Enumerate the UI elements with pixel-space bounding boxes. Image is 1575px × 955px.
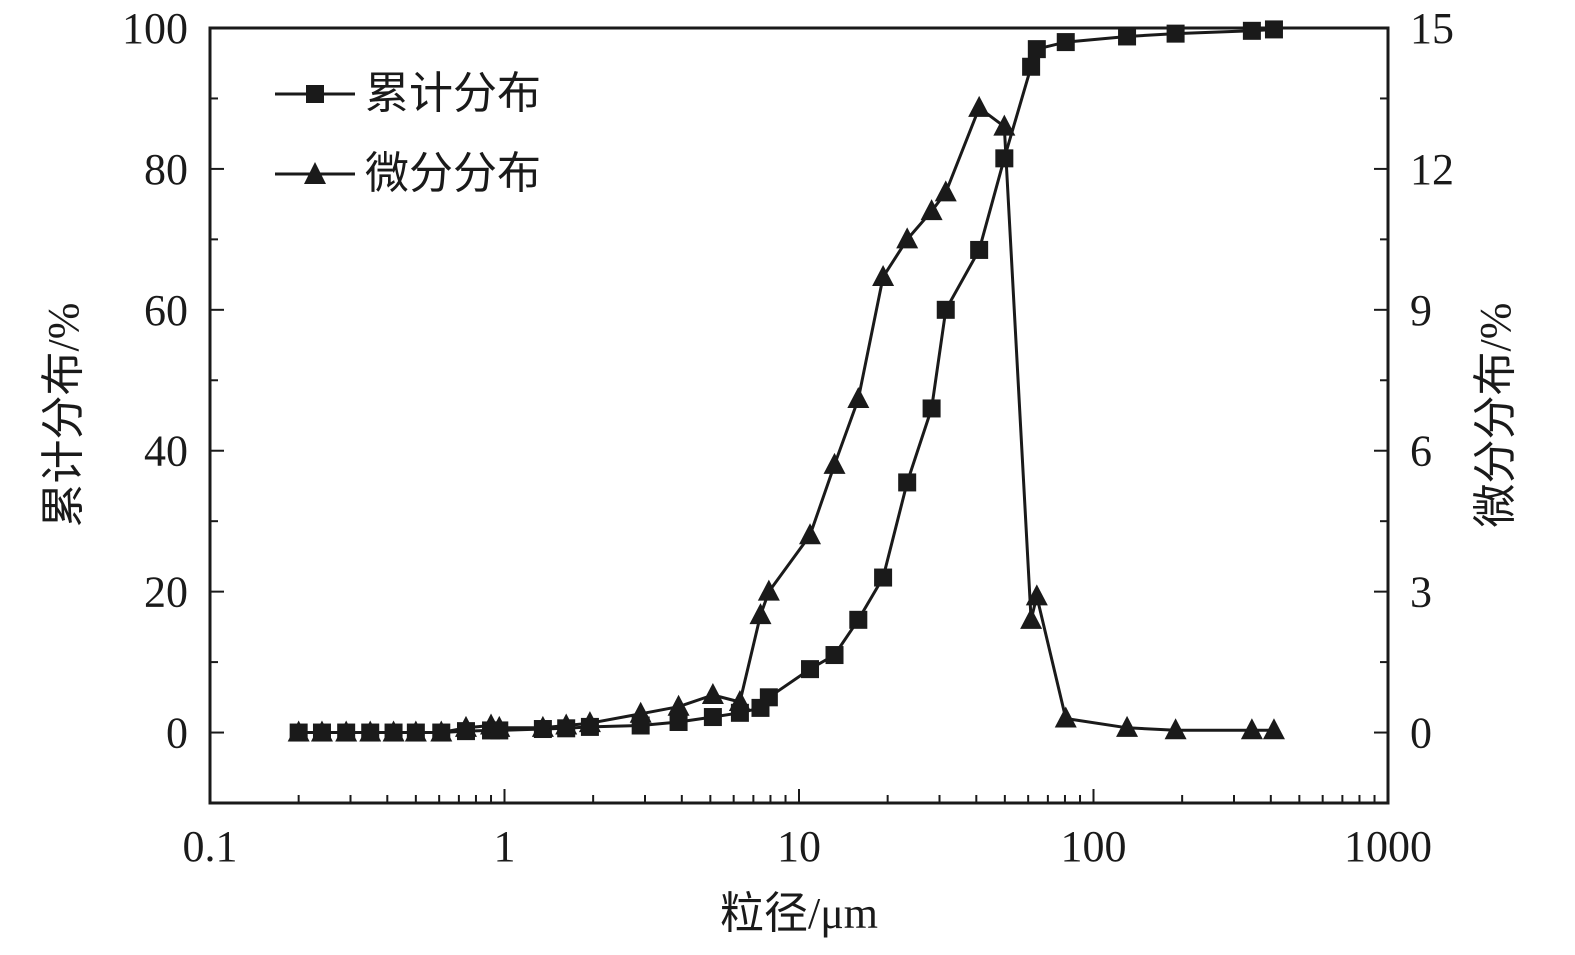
- data-point-cumulative: [874, 568, 893, 587]
- data-point-differential: [968, 95, 991, 117]
- data-point-cumulative: [825, 646, 844, 665]
- data-point-differential: [310, 720, 333, 742]
- y-tick-label: 60: [144, 286, 188, 335]
- data-point-differential: [1025, 584, 1048, 606]
- data-point-differential: [1262, 718, 1285, 740]
- plot-frame: [208, 26, 1390, 805]
- data-point-cumulative: [970, 240, 989, 259]
- y2-tick-label: 3: [1410, 568, 1432, 617]
- legend-label-differential: 微分分布: [365, 149, 541, 198]
- data-point-cumulative: [922, 399, 941, 418]
- legend-label-cumulative: 累计分布: [365, 69, 541, 118]
- x-tick-label: 10: [777, 822, 821, 871]
- data-point-cumulative: [801, 660, 820, 679]
- series-line-cumulative: [298, 27, 1275, 734]
- y2-tick-label: 15: [1410, 4, 1454, 53]
- legend-item-differential: 微分分布: [275, 149, 541, 198]
- data-point-cumulative: [1264, 20, 1283, 39]
- data-point-differential: [454, 715, 477, 737]
- legend-item-cumulative: 累计分布: [275, 69, 541, 118]
- data-point-cumulative: [759, 688, 778, 707]
- data-point-differential: [896, 227, 919, 249]
- y2-tick-label: 0: [1410, 709, 1432, 758]
- data-point-differential: [1164, 718, 1187, 740]
- data-point-cumulative: [669, 712, 688, 731]
- y2-tick-label: 12: [1410, 145, 1454, 194]
- y-tick-label: 0: [166, 709, 188, 758]
- data-point-differential: [1240, 718, 1263, 740]
- y2-axis-title: 微分分布/%: [1471, 303, 1520, 528]
- data-point-differential: [359, 720, 382, 742]
- data-point-differential: [404, 720, 427, 742]
- x-tick-label: 1: [494, 822, 516, 871]
- data-point-differential: [749, 603, 772, 625]
- data-point-cumulative: [1166, 24, 1185, 43]
- y-tick-label: 40: [144, 427, 188, 476]
- data-point-differential: [531, 715, 554, 737]
- data-point-differential: [847, 387, 870, 409]
- data-point-differential: [823, 452, 846, 474]
- legend-marker-square: [306, 85, 324, 103]
- x-tick-label: 100: [1061, 822, 1127, 871]
- data-point-cumulative: [995, 149, 1014, 168]
- data-point-differential: [287, 720, 310, 742]
- data-point-differential: [667, 694, 690, 716]
- data-point-differential: [934, 180, 957, 202]
- data-point-differential: [993, 114, 1016, 136]
- data-point-differential: [578, 711, 601, 733]
- data-point-differential: [920, 199, 943, 221]
- data-point-differential: [757, 579, 780, 601]
- data-point-differential: [430, 720, 453, 742]
- series-line-differential: [298, 106, 1274, 734]
- data-point-differential: [872, 264, 895, 286]
- y2-tick-label: 6: [1410, 427, 1432, 476]
- legend: 累计分布 微分分布: [275, 69, 541, 198]
- data-point-differential: [1020, 607, 1043, 629]
- data-point-differential: [728, 690, 751, 712]
- data-point-differential: [335, 720, 358, 742]
- y-tick-label: 80: [144, 145, 188, 194]
- y-tick-label: 100: [122, 4, 188, 53]
- data-point-cumulative: [1056, 33, 1075, 52]
- legend-marker-triangle: [304, 162, 326, 184]
- y2-tick-label: 9: [1410, 286, 1432, 335]
- data-point-differential: [488, 715, 511, 737]
- data-point-differential: [629, 701, 652, 723]
- data-point-cumulative: [1022, 57, 1041, 76]
- data-point-cumulative: [849, 610, 868, 629]
- y-axis-title: 累计分布/%: [39, 303, 88, 528]
- data-point-differential: [1116, 715, 1139, 737]
- data-point-cumulative: [1027, 40, 1046, 59]
- x-tick-label: 1000: [1344, 822, 1432, 871]
- x-axis-title: 粒径/μm: [720, 889, 878, 938]
- data-point-differential: [799, 523, 822, 545]
- data-point-differential: [1054, 706, 1077, 728]
- data-point-cumulative: [703, 708, 722, 727]
- data-point-differential: [701, 682, 724, 704]
- data-point-cumulative: [936, 300, 955, 319]
- data-point-differential: [555, 713, 578, 735]
- x-tick-label: 0.1: [183, 822, 238, 871]
- data-point-cumulative: [1242, 21, 1261, 40]
- y-tick-label: 20: [144, 568, 188, 617]
- data-point-differential: [382, 720, 405, 742]
- data-point-cumulative: [898, 473, 917, 492]
- data-point-cumulative: [1118, 27, 1137, 46]
